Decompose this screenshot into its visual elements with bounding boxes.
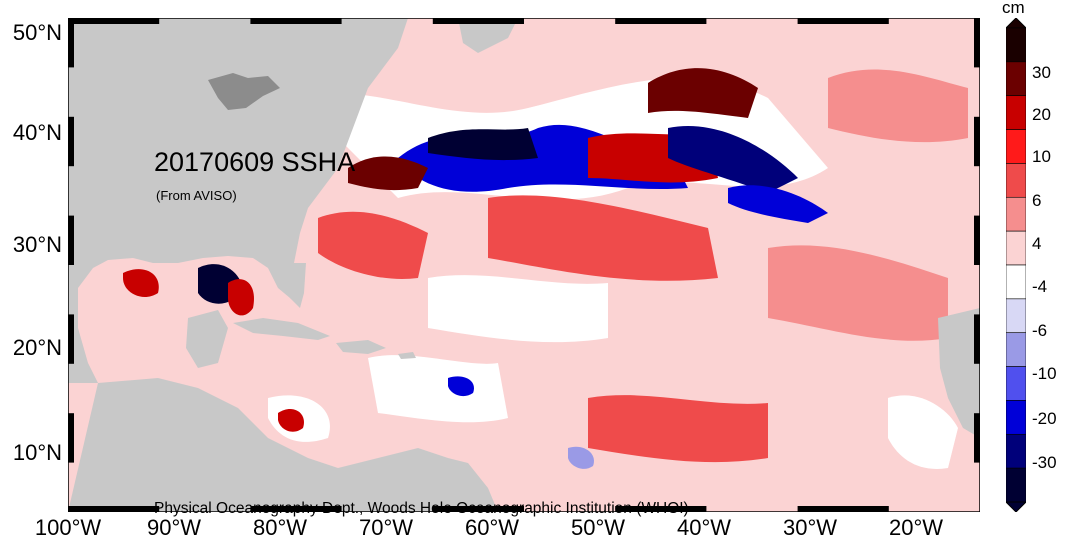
newfoundland-land bbox=[458, 18, 518, 53]
colorbar-tick-neg30: -30 bbox=[1032, 453, 1057, 472]
great-lakes bbox=[208, 73, 280, 110]
lon-label-20w: 20°W bbox=[888, 515, 944, 540]
colorbar-unit: cm bbox=[1002, 0, 1025, 17]
lat-label-40n: 40°N bbox=[12, 120, 62, 145]
colorbar-tick-10: 10 bbox=[1032, 147, 1051, 166]
hispaniola-land bbox=[336, 340, 386, 354]
lon-label-40w: 40°W bbox=[676, 515, 732, 540]
colorbar-segment bbox=[1006, 61, 1026, 97]
border-tick bbox=[68, 215, 74, 265]
puerto-rico-land bbox=[398, 352, 416, 359]
central-america-land bbox=[68, 378, 498, 512]
colorbar-segment bbox=[1006, 163, 1026, 198]
colorbar-tick-neg6: -6 bbox=[1032, 321, 1048, 340]
colorbar-segment bbox=[1006, 264, 1026, 300]
border-tick bbox=[68, 18, 160, 24]
colorbar-segment bbox=[1006, 433, 1026, 469]
border-tick bbox=[68, 413, 74, 463]
border-tick bbox=[974, 413, 980, 463]
border-tick bbox=[432, 18, 524, 24]
lat-label-20n: 20°N bbox=[12, 335, 62, 360]
ssha-map: 20170609 SSHA (From AVISO) Physical Ocea… bbox=[68, 18, 980, 517]
colorbar-segment bbox=[1006, 467, 1026, 503]
africa-land bbox=[938, 308, 980, 438]
lon-label-60w: 60°W bbox=[464, 515, 520, 540]
lon-label-80w: 80°W bbox=[252, 515, 308, 540]
ssha-anomaly-field bbox=[108, 68, 968, 493]
colorbar-top-arrow bbox=[1006, 18, 1026, 29]
land-masses bbox=[68, 18, 980, 512]
ssha-map-canvas bbox=[68, 18, 980, 512]
border-tick bbox=[974, 215, 980, 265]
border-tick bbox=[250, 506, 342, 512]
colorbar-segment bbox=[1006, 27, 1026, 63]
colorbar bbox=[1006, 18, 1026, 512]
colorbar-tick-neg20: -20 bbox=[1032, 409, 1057, 428]
map-source-label: (From AVISO) bbox=[156, 188, 237, 203]
colorbar-segment bbox=[1006, 400, 1026, 435]
lon-label-90w: 90°W bbox=[146, 515, 202, 540]
border-tick bbox=[974, 18, 980, 68]
border-tick bbox=[615, 18, 707, 24]
border-tick bbox=[68, 18, 74, 68]
cuba-land bbox=[233, 318, 330, 340]
border-tick bbox=[615, 506, 707, 512]
border-tick bbox=[250, 18, 342, 24]
lon-label-50w: 50°W bbox=[570, 515, 626, 540]
yucatan-land bbox=[186, 310, 228, 368]
colorbar-tick-6: 6 bbox=[1032, 191, 1042, 210]
border-tick bbox=[974, 116, 980, 167]
lat-label-50n: 50°N bbox=[12, 20, 62, 45]
north-america-land bbox=[68, 18, 408, 383]
colorbar-segment bbox=[1006, 298, 1026, 334]
lon-label-100w: 100°W bbox=[34, 515, 102, 540]
colorbar-segment bbox=[1006, 196, 1026, 232]
map-title: 20170609 SSHA bbox=[154, 147, 356, 177]
border-tick bbox=[974, 314, 980, 364]
lat-label-30n: 30°N bbox=[12, 232, 62, 257]
colorbar-segment bbox=[1006, 129, 1026, 164]
border-tick bbox=[797, 18, 889, 24]
border-tick bbox=[68, 116, 74, 167]
lat-label-10n: 10°N bbox=[12, 440, 62, 465]
border-tick bbox=[68, 506, 160, 512]
colorbar-tick-4: 4 bbox=[1032, 234, 1042, 253]
map-credit: Physical Oceanography Dept., Woods Hole … bbox=[154, 500, 689, 517]
border-tick bbox=[68, 314, 74, 364]
colorbar-segment bbox=[1006, 230, 1026, 266]
colorbar-tick-neg4: -4 bbox=[1032, 277, 1048, 296]
colorbar-bottom-arrow bbox=[1006, 501, 1026, 512]
lon-label-30w: 30°W bbox=[782, 515, 838, 540]
lon-label-70w: 70°W bbox=[358, 515, 414, 540]
border-tick bbox=[432, 506, 524, 512]
colorbar-segment bbox=[1006, 95, 1026, 130]
border-tick bbox=[797, 506, 889, 512]
colorbar-tick-30: 30 bbox=[1032, 63, 1051, 82]
colorbar-tick-neg10: -10 bbox=[1032, 364, 1057, 383]
colorbar-tick-20: 20 bbox=[1032, 105, 1051, 124]
colorbar-segment bbox=[1006, 366, 1026, 401]
colorbar-segment bbox=[1006, 332, 1026, 367]
florida-land bbox=[288, 263, 306, 308]
